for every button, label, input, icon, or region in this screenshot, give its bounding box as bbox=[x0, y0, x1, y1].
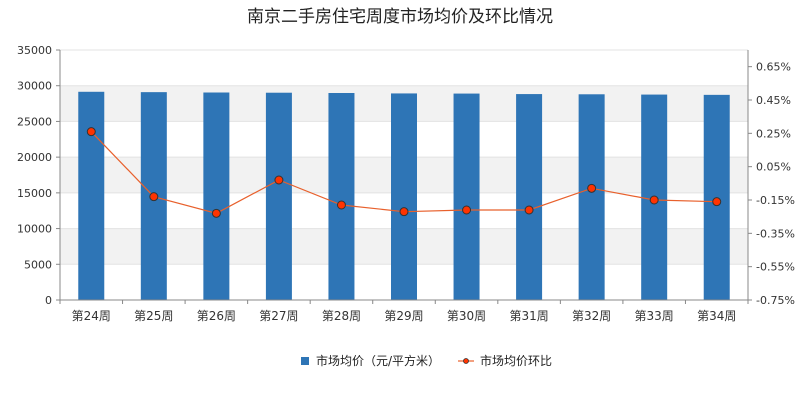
x-tick-label: 第28周 bbox=[322, 309, 361, 323]
axes: 0 5000 10000 15000 20000 25000 30000 35000 -0.75… bbox=[17, 44, 795, 323]
line-series bbox=[86, 127, 722, 218]
x-tick-label: 第34周 bbox=[697, 309, 736, 323]
left-tick-label: 0 bbox=[45, 294, 52, 307]
left-tick-label: 30000 bbox=[17, 80, 52, 93]
bar bbox=[78, 91, 105, 301]
bar bbox=[265, 92, 292, 300]
right-tick-label: -0.35% bbox=[756, 227, 795, 240]
x-tick-label: 第32周 bbox=[572, 309, 611, 323]
left-tick-label: 15000 bbox=[17, 187, 52, 200]
chart-title: 南京二手房住宅周度市场均价及环比情况 bbox=[247, 7, 553, 27]
right-tick-label: 0.65% bbox=[756, 61, 791, 74]
x-tick-label: 第33周 bbox=[635, 309, 674, 323]
line-point bbox=[524, 205, 534, 215]
x-tick-label: 第24周 bbox=[72, 309, 111, 323]
bar bbox=[391, 93, 417, 300]
line-point bbox=[462, 205, 472, 215]
x-tick-label: 第25周 bbox=[134, 309, 173, 323]
line-point bbox=[712, 197, 722, 207]
bar-series bbox=[78, 91, 730, 301]
bar bbox=[578, 94, 605, 301]
right-tick-label: -0.55% bbox=[756, 261, 795, 274]
left-tick-label: 5000 bbox=[24, 258, 52, 271]
bar bbox=[203, 92, 230, 300]
legend-bar-swatch bbox=[301, 357, 309, 365]
right-tick-label: 0.45% bbox=[756, 94, 791, 107]
line-point bbox=[587, 183, 597, 193]
right-tick-label: -0.75% bbox=[756, 294, 795, 307]
bar bbox=[516, 94, 543, 300]
bar bbox=[453, 93, 480, 300]
right-tick-label: 0.05% bbox=[756, 161, 791, 174]
legend-line-label: 市场均价环比 bbox=[480, 353, 552, 368]
left-tick-label: 10000 bbox=[17, 223, 52, 236]
left-tick-label: 20000 bbox=[17, 151, 52, 164]
line-point bbox=[149, 192, 159, 202]
x-tick-label: 第29周 bbox=[384, 309, 423, 323]
legend-bar-label: 市场均价（元/平方米） bbox=[316, 353, 440, 368]
legend: 市场均价（元/平方米） 市场均价环比 bbox=[301, 353, 552, 368]
x-tick-label: 第26周 bbox=[197, 309, 236, 323]
line-point bbox=[649, 195, 659, 205]
line-point bbox=[399, 207, 409, 217]
line-point bbox=[211, 208, 221, 218]
right-tick-label: 0.25% bbox=[756, 127, 791, 140]
x-tick-label: 第30周 bbox=[447, 309, 486, 323]
bar bbox=[328, 93, 355, 300]
left-tick-label: 35000 bbox=[17, 44, 52, 57]
line-point bbox=[336, 200, 346, 210]
legend-line-marker bbox=[463, 358, 469, 364]
x-tick-label: 第31周 bbox=[509, 309, 548, 323]
grid-band bbox=[60, 50, 748, 86]
left-tick-label: 25000 bbox=[17, 115, 52, 128]
line-point bbox=[86, 127, 96, 137]
x-tick-label: 第27周 bbox=[259, 309, 298, 323]
right-tick-label: -0.15% bbox=[756, 194, 795, 207]
line-point bbox=[274, 175, 284, 185]
